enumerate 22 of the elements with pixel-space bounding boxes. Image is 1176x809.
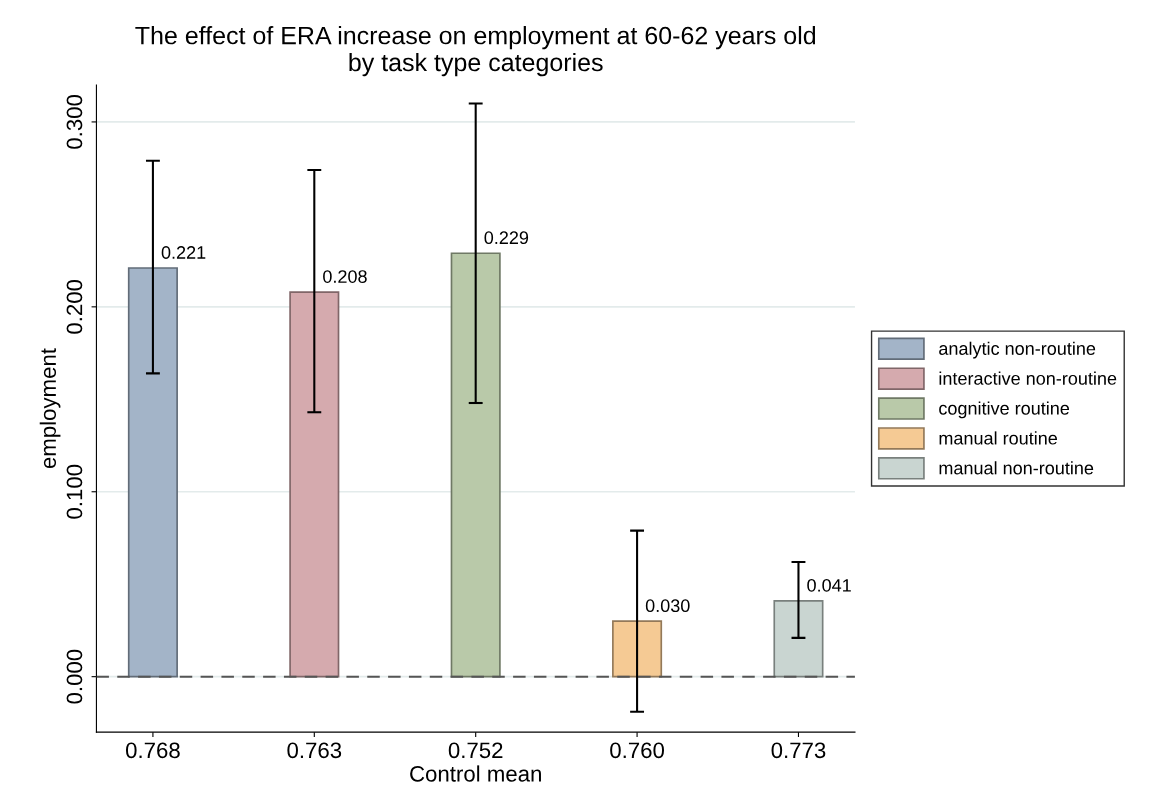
data-label: 0.229 (484, 231, 529, 245)
chart-title: The effect of ERA increase on employment at 60-62 years old by task type categories (135, 26, 816, 77)
y-axis-title: employment (39, 348, 61, 469)
x-tick-label: 0.763 (287, 742, 342, 759)
data-label: 0.221 (161, 246, 206, 259)
legend-label: analytic non-routine (939, 341, 1096, 359)
legend-label: interactive non-routine (939, 371, 1117, 385)
x-tick-label: 0.768 (125, 742, 180, 759)
legend-label: cognitive routine (939, 401, 1070, 419)
x-tick-label: 0.752 (448, 742, 503, 759)
y-tick-label: 0.000 (66, 649, 83, 704)
y-tick-label: 0.100 (66, 464, 83, 519)
data-label: 0.030 (645, 599, 690, 613)
x-axis-title: Control mean (410, 765, 541, 782)
data-label: 0.208 (323, 270, 367, 283)
legend-label: manual non-routine (939, 461, 1094, 475)
y-tick-label: 0.300 (66, 94, 83, 149)
x-tick-label: 0.760 (610, 742, 665, 759)
y-tick-label: 0.200 (66, 279, 83, 334)
data-label: 0.041 (807, 578, 851, 592)
legend-label: manual routine (939, 431, 1058, 445)
x-tick-label: 0.773 (771, 742, 826, 759)
